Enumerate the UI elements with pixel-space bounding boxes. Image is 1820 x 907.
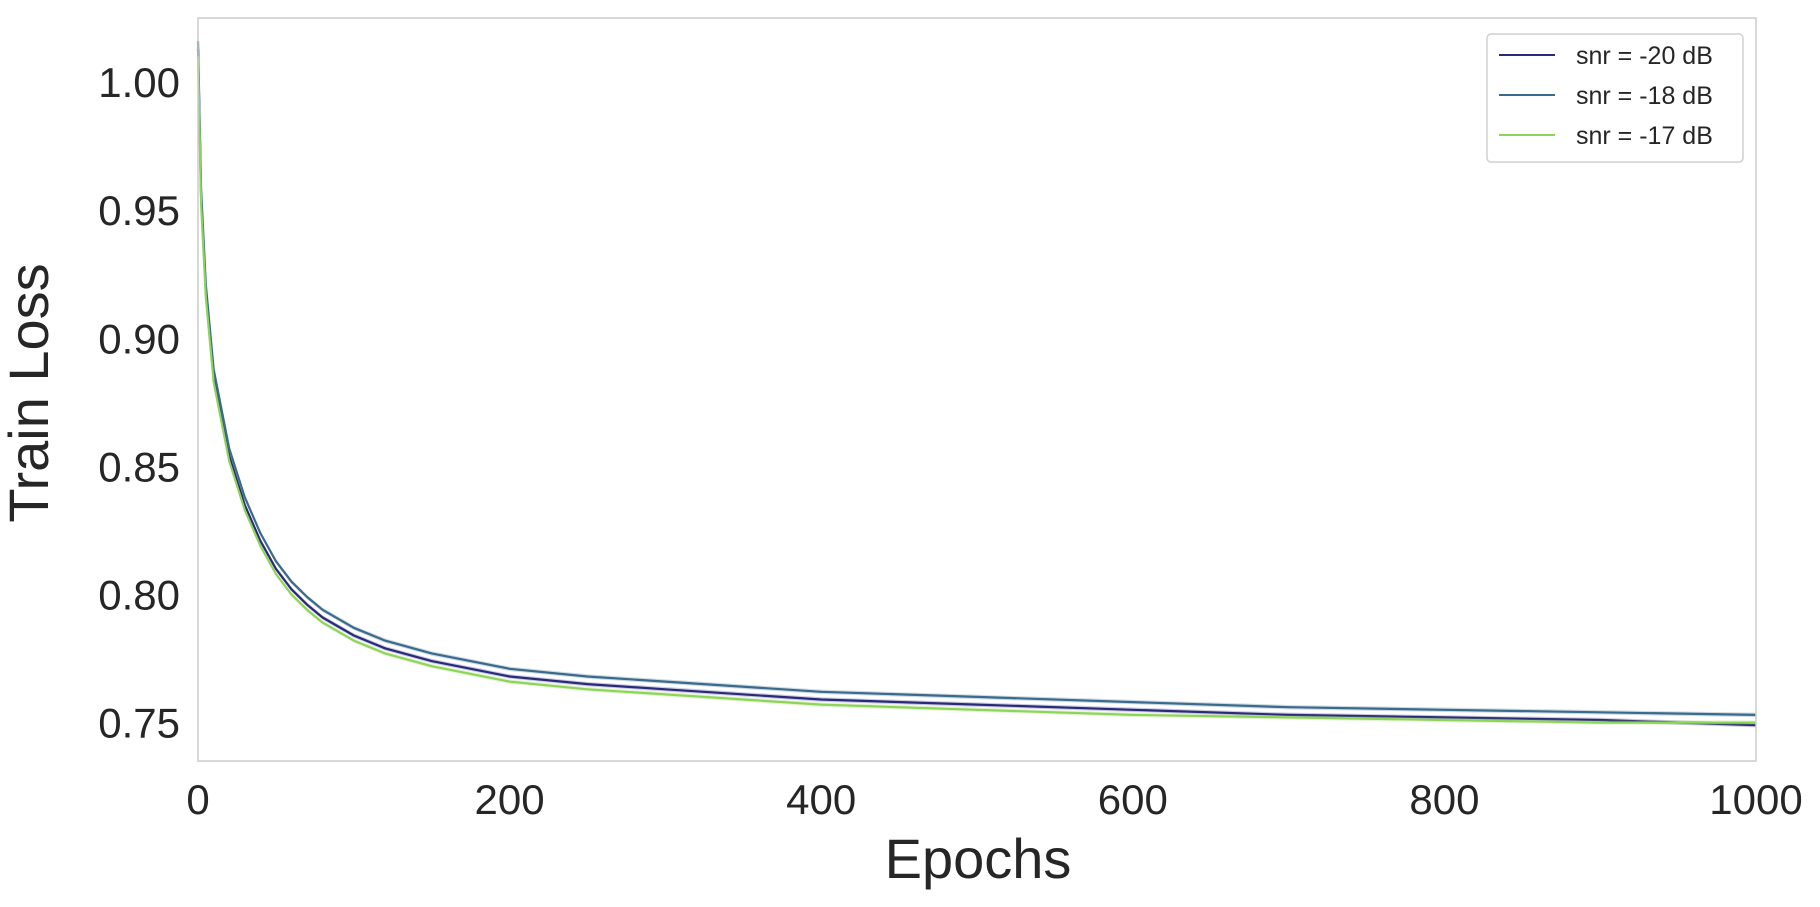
x-tick-label: 800 bbox=[1409, 776, 1479, 823]
axes: 0 200 400 600 800 1000 0.75 0.80 0.85 0.90 0.95 1.0… bbox=[98, 17, 1803, 823]
x-tick-label: 600 bbox=[1098, 776, 1168, 823]
x-tick-label: 200 bbox=[475, 776, 545, 823]
y-axis-label: Train Loss bbox=[0, 263, 60, 522]
legend-label-3: snr = -17 dB bbox=[1576, 122, 1713, 150]
x-axis-label: Epochs bbox=[885, 827, 1072, 890]
series-line-3 bbox=[196, 56, 1756, 724]
y-tick-label: 0.80 bbox=[98, 571, 180, 618]
y-tick-label: 0.90 bbox=[98, 315, 180, 362]
y-tick-label: 0.85 bbox=[98, 443, 180, 490]
legend-label-1: snr = -20 dB bbox=[1576, 42, 1713, 70]
legend-box bbox=[1486, 33, 1744, 163]
y-tick-label: 0.95 bbox=[98, 187, 180, 234]
y-tick-label: 0.75 bbox=[98, 700, 180, 747]
x-tick-label: 0 bbox=[186, 776, 209, 823]
series-line-2 bbox=[196, 41, 1757, 716]
x-tick-label: 1000 bbox=[1709, 776, 1802, 823]
plot-area bbox=[196, 38, 1757, 728]
y-tick-label: 1.00 bbox=[98, 59, 180, 106]
legend: snr = -20 dB snr = -18 dB snr = -17 dB bbox=[1486, 33, 1744, 163]
legend-label-2: snr = -18 dB bbox=[1576, 82, 1713, 110]
x-tick-label: 400 bbox=[786, 776, 856, 823]
plot-frame bbox=[197, 17, 1757, 762]
